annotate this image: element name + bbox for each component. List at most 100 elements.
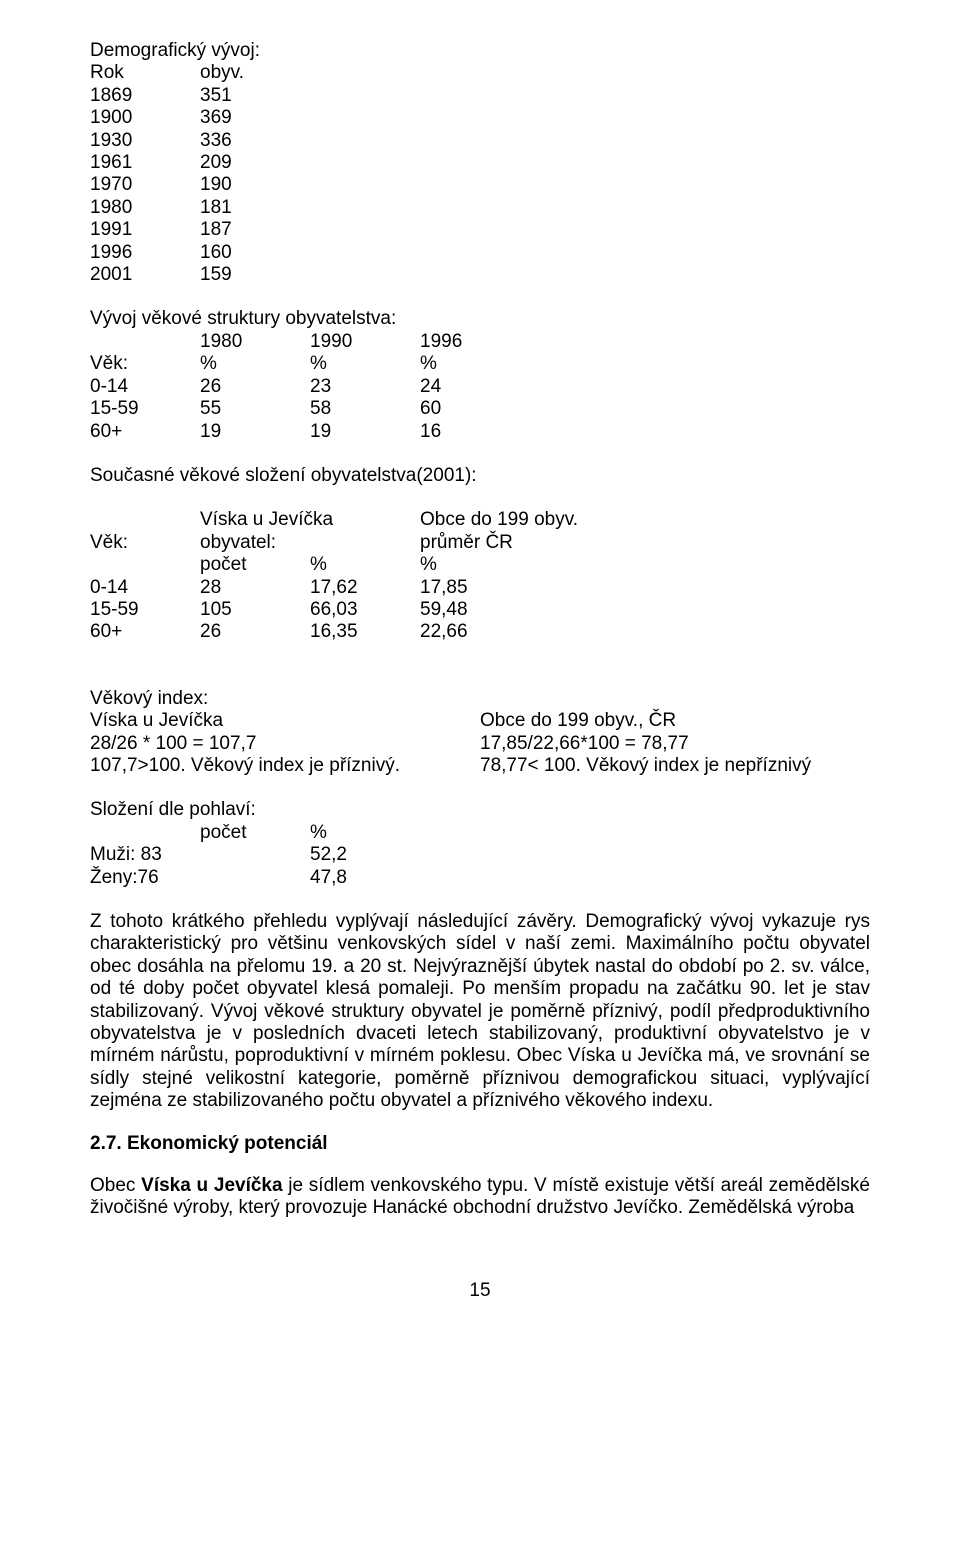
cell: 1961 (90, 152, 200, 174)
table-row: 60+2616,3522,66 (90, 621, 870, 643)
curr-title: Současné věkové složení obyvatelstva(200… (90, 465, 870, 487)
table-row: počet % % (90, 554, 870, 576)
cell: 58 (310, 398, 420, 420)
table-row: Věk: % % % (90, 353, 870, 375)
demog-title: Demografický vývoj: (90, 40, 870, 62)
cell: 60+ (90, 621, 200, 643)
cell: 181 (200, 197, 310, 219)
table-row: 1869351 (90, 85, 870, 107)
cell: 66,03 (310, 599, 420, 621)
cell: 78,77< 100. Věkový index je nepříznivý (480, 755, 870, 777)
cell: 52,2 (310, 844, 420, 866)
cell (90, 509, 200, 531)
cell: 1930 (90, 130, 200, 152)
table-row: 60+191916 (90, 421, 870, 443)
cell: % (310, 554, 420, 576)
cell: 24 (420, 376, 530, 398)
table-row: Ženy:7647,8 (90, 867, 870, 889)
cell: Věk: (90, 353, 200, 375)
cell: 2001 (90, 264, 200, 286)
cell: 17,85 (420, 577, 530, 599)
cell: 16,35 (310, 621, 420, 643)
cell: 1996 (90, 242, 200, 264)
cell: obyv. (200, 62, 310, 84)
cell: 15-59 (90, 398, 200, 420)
cell: Víska u Jevíčka (90, 710, 480, 732)
text-bold: Víska u Jevíčka (141, 1175, 282, 1196)
paragraph: Obec Víska u Jevíčka je sídlem venkovské… (90, 1175, 870, 1220)
cell: 107,7>100. Věkový index je příznivý. (90, 755, 480, 777)
cell: obyvatel: (200, 532, 420, 554)
cell: 22,66 (420, 621, 530, 643)
sex-title: Složení dle pohlaví: (90, 799, 870, 821)
cell: % (310, 822, 420, 844)
cell: 26 (200, 621, 310, 643)
cell (90, 554, 200, 576)
cell: 159 (200, 264, 310, 286)
cell: počet (200, 822, 310, 844)
table-row: Víska u JevíčkaObce do 199 obyv., ČR (90, 710, 870, 732)
cell: 59,48 (420, 599, 530, 621)
cell: Věk: (90, 532, 200, 554)
cell: % (420, 353, 530, 375)
table-row: 1991187 (90, 219, 870, 241)
cell (90, 331, 200, 353)
paragraph: Z tohoto krátkého přehledu vyplývají nás… (90, 911, 870, 1113)
text: Obec (90, 1175, 141, 1196)
cell: 28/26 * 100 = 107,7 (90, 733, 480, 755)
cell: 55 (200, 398, 310, 420)
table-row: 1961209 (90, 152, 870, 174)
table-row: 2001159 (90, 264, 870, 286)
vek-title: Vývoj věkové struktury obyvatelstva: (90, 308, 870, 330)
table-row: 0-142817,6217,85 (90, 577, 870, 599)
table-row: počet % (90, 822, 870, 844)
page-number: 15 (90, 1280, 870, 1302)
cell: 1991 (90, 219, 200, 241)
cell: 336 (200, 130, 310, 152)
table-row: 1980 1990 1996 (90, 331, 870, 353)
cell: 28 (200, 577, 310, 599)
cell: 160 (200, 242, 310, 264)
cell (90, 822, 200, 844)
table-row: 1996160 (90, 242, 870, 264)
cell: 15-59 (90, 599, 200, 621)
cell: 369 (200, 107, 310, 129)
cell: Obce do 199 obyv., ČR (480, 710, 870, 732)
cell: 0-14 (90, 577, 200, 599)
cell: 351 (200, 85, 310, 107)
cell: Muži: 83 (90, 844, 310, 866)
cell: 16 (420, 421, 530, 443)
cell: 47,8 (310, 867, 420, 889)
cell: počet (200, 554, 310, 576)
table-row: 1900369 (90, 107, 870, 129)
cell: 19 (200, 421, 310, 443)
cell: 23 (310, 376, 420, 398)
cell: 1980 (200, 331, 310, 353)
cell: průměr ČR (420, 532, 513, 554)
cell: % (310, 353, 420, 375)
cell: Rok (90, 62, 200, 84)
table-row: Věk: obyvatel: průměr ČR (90, 532, 870, 554)
cell: 17,62 (310, 577, 420, 599)
cell: 1869 (90, 85, 200, 107)
cell: 26 (200, 376, 310, 398)
cell: % (420, 554, 530, 576)
table-row: 15-5910566,0359,48 (90, 599, 870, 621)
cell: 187 (200, 219, 310, 241)
table-row: 1970190 (90, 174, 870, 196)
cell: 1900 (90, 107, 200, 129)
table-row: 28/26 * 100 = 107,717,85/22,66*100 = 78,… (90, 733, 870, 755)
section-heading: 2.7. Ekonomický potenciál (90, 1133, 870, 1155)
cell: Ženy:76 (90, 867, 310, 889)
cell: 60+ (90, 421, 200, 443)
cell: 1980 (90, 197, 200, 219)
cell: % (200, 353, 310, 375)
table-row: 15-59555860 (90, 398, 870, 420)
table-row: Muži: 8352,2 (90, 844, 870, 866)
cell: 105 (200, 599, 310, 621)
cell: 1990 (310, 331, 420, 353)
cell: 209 (200, 152, 310, 174)
cell: 1970 (90, 174, 200, 196)
table-row: 107,7>100. Věkový index je příznivý.78,7… (90, 755, 870, 777)
vekidx-title: Věkový index: (90, 688, 870, 710)
